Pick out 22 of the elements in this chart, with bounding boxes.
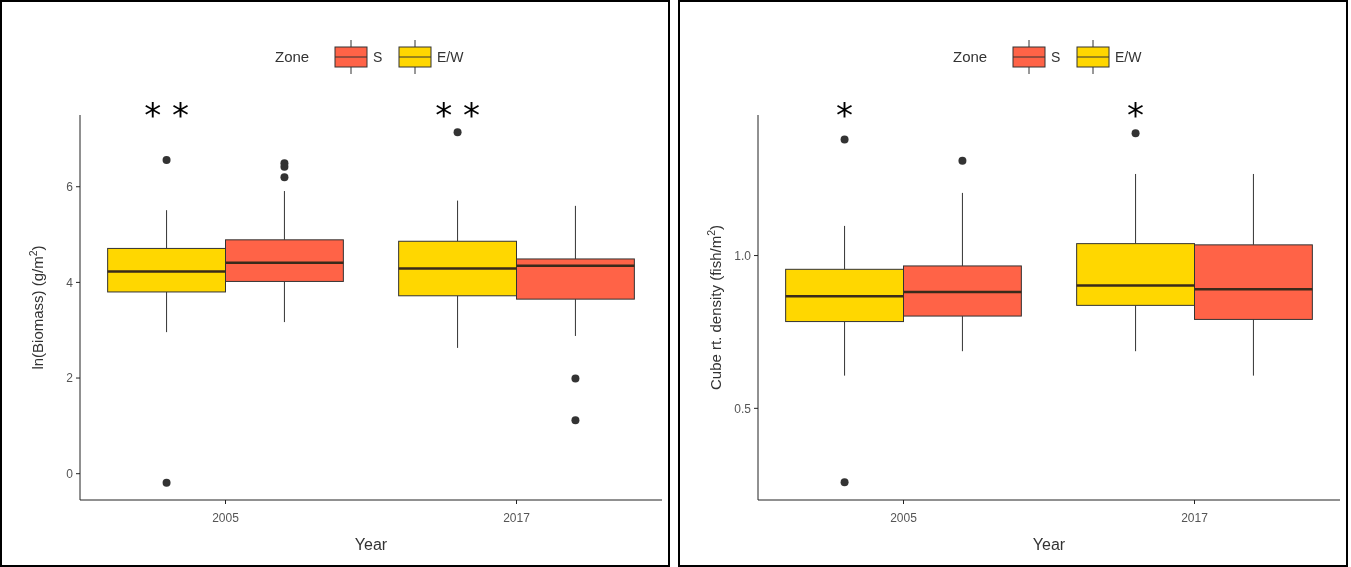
- x-tick-label: 2005: [212, 511, 240, 525]
- legend-title: Zone: [953, 48, 988, 66]
- x-tick-label: 2017: [1181, 511, 1209, 525]
- y-tick-label: 2: [66, 371, 74, 386]
- legend-label: S: [373, 48, 383, 65]
- x-axis-title: Year: [1032, 536, 1066, 553]
- y-tick-label: 0: [66, 466, 74, 481]
- x-axis-title: Year: [354, 536, 388, 553]
- x-tick-label: 2005: [890, 511, 918, 525]
- y-tick-label: 0.5: [734, 401, 752, 416]
- y-tick-label: 1.0: [734, 248, 752, 263]
- annotation: *: [836, 95, 854, 135]
- annotation: *: [1127, 95, 1145, 135]
- legend-label: E/W: [1115, 48, 1143, 65]
- y-tick-label: 6: [66, 179, 74, 194]
- annotation: * *: [435, 95, 480, 135]
- legend-label: S: [1051, 48, 1061, 65]
- annotation: * *: [144, 95, 189, 135]
- legend-label: E/W: [437, 48, 465, 65]
- y-tick-label: 4: [66, 275, 74, 290]
- x-tick-label: 2017: [503, 511, 531, 525]
- legend-title: Zone: [275, 48, 310, 66]
